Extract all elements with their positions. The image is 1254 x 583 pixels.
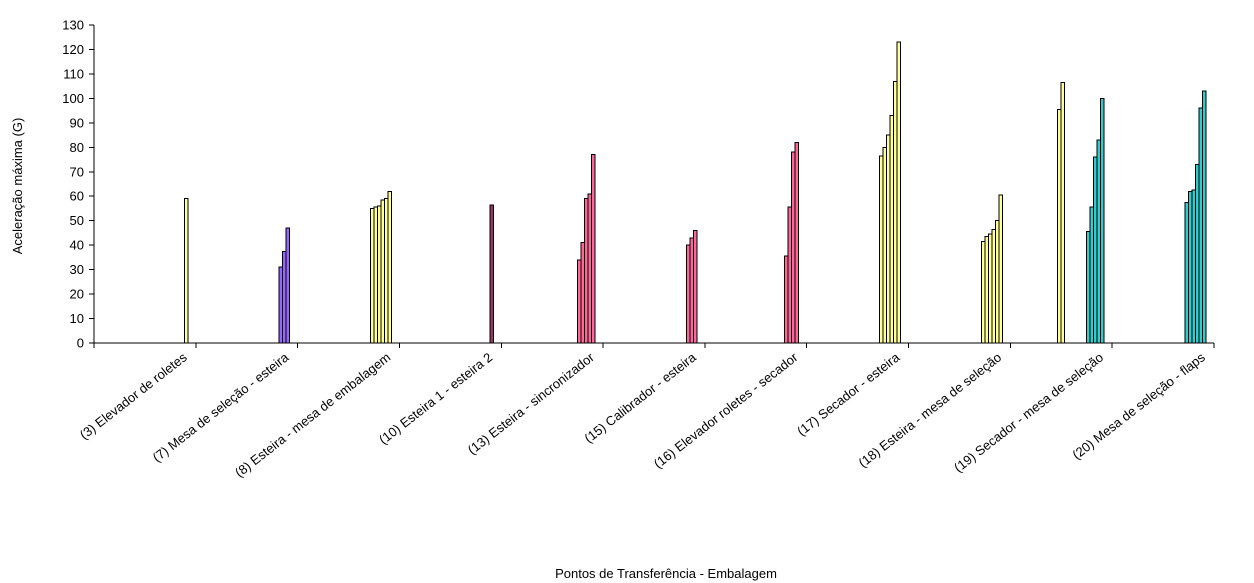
bar — [991, 228, 996, 344]
bar — [580, 242, 586, 344]
bar — [794, 141, 800, 344]
bar — [879, 155, 884, 344]
bar — [1093, 156, 1098, 344]
bar — [893, 80, 898, 344]
bar — [376, 205, 382, 344]
y-tick-label: 70 — [70, 164, 84, 179]
bar — [369, 207, 375, 344]
bar — [980, 240, 986, 344]
bar — [387, 190, 392, 344]
y-tick-label: 90 — [70, 115, 84, 130]
y-tick-label: 40 — [70, 238, 84, 253]
bar — [278, 266, 284, 344]
bar — [1060, 81, 1066, 344]
bars — [183, 41, 1207, 344]
bar — [1195, 163, 1200, 344]
bar — [791, 151, 796, 344]
bar — [1202, 90, 1207, 344]
bar — [784, 255, 789, 344]
bar — [489, 204, 494, 344]
bar — [889, 115, 895, 344]
y-tick-label: 30 — [70, 262, 84, 277]
bar — [587, 193, 593, 344]
bar — [1191, 189, 1196, 344]
bar — [383, 198, 389, 344]
x-category-label: (10) Esteira 1 - esteira 2 — [376, 350, 495, 448]
y-axis: 0 10 20 30 40 50 60 70 80 90 100 110 120 130 — [62, 18, 95, 351]
y-tick-label: 120 — [62, 42, 84, 57]
bar — [685, 244, 691, 344]
bar — [1100, 97, 1105, 344]
x-category-label: (15) Calibrador - esteira — [581, 349, 699, 446]
x-axis: (3) Elevador de roletes(7) Mesa de seleç… — [77, 342, 1215, 480]
bar — [183, 198, 189, 344]
bar — [591, 154, 596, 344]
y-tick-label: 130 — [62, 18, 84, 33]
bar — [998, 194, 1003, 344]
y-tick-label: 50 — [70, 213, 84, 228]
bar — [886, 134, 891, 344]
y-tick-label: 110 — [63, 66, 84, 81]
bar — [984, 236, 989, 344]
bar — [577, 259, 582, 344]
bar — [282, 250, 287, 344]
y-axis-label: Aceleração máxima (G) — [10, 118, 25, 255]
y-tick-label: 80 — [70, 140, 84, 155]
y-tick-label: 60 — [70, 189, 84, 204]
bar — [896, 41, 902, 344]
bar — [1184, 201, 1189, 344]
bar — [1086, 231, 1091, 344]
bar — [285, 227, 291, 344]
y-tick-label: 20 — [70, 287, 84, 302]
bar — [1089, 206, 1095, 344]
bar — [882, 146, 888, 344]
bar — [994, 220, 1000, 344]
x-category-label: (3) Elevador de roletes — [77, 349, 190, 442]
bar — [787, 206, 793, 344]
bar — [1057, 108, 1062, 344]
bar — [689, 237, 694, 344]
x-category-label: (17) Secador - esteira — [794, 349, 903, 439]
bar — [584, 198, 589, 344]
bar — [1198, 107, 1203, 344]
bar — [987, 233, 993, 344]
y-tick-label: 10 — [70, 311, 84, 326]
bar — [373, 206, 378, 344]
y-tick-label: 100 — [62, 91, 84, 106]
bar — [1188, 190, 1193, 344]
bar — [1096, 139, 1102, 344]
bar — [692, 229, 698, 344]
y-tick-label: 0 — [77, 336, 84, 351]
bar — [380, 199, 385, 344]
x-axis-label: Pontos de Transferência - Embalagem — [555, 566, 777, 581]
